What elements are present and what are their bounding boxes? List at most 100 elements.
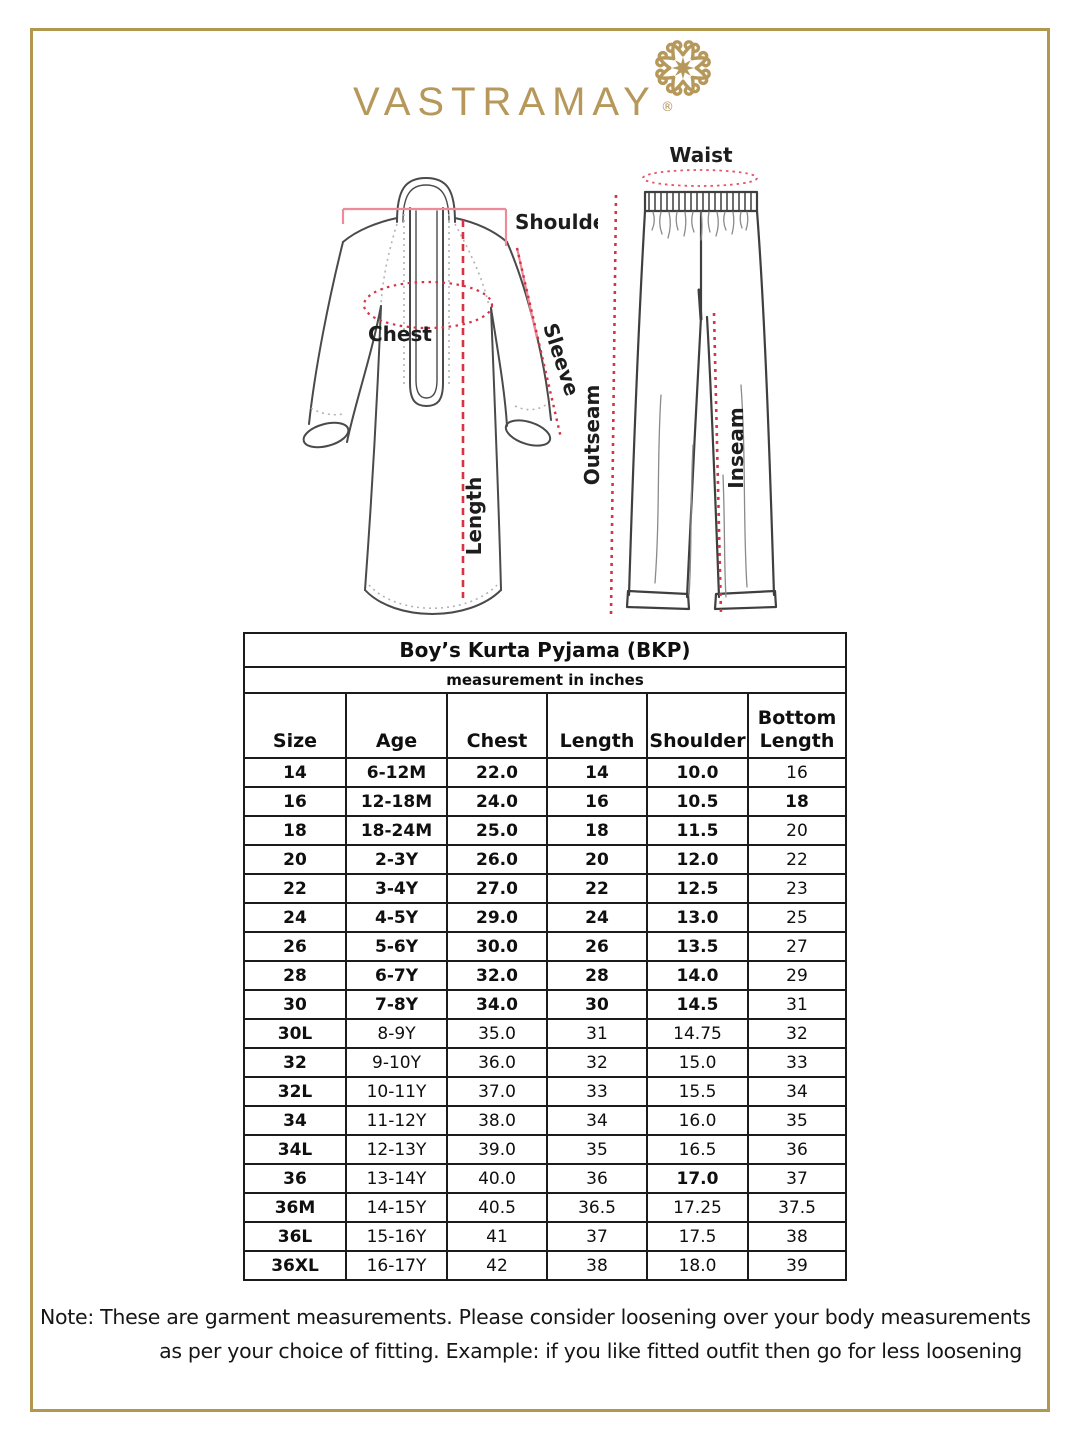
shoulder-cell: 17.25 xyxy=(646,1192,749,1223)
column-header-chest: Chest xyxy=(446,692,548,759)
size-cell: 16 xyxy=(243,786,347,817)
bottom-length-cell: 36 xyxy=(747,1134,847,1165)
chest-label: Chest xyxy=(368,322,432,346)
age-cell: 18-24M xyxy=(345,815,448,846)
length-cell: 16 xyxy=(546,786,648,817)
bottom-length-cell: 32 xyxy=(747,1018,847,1049)
inseam-measure-line xyxy=(712,312,723,616)
note-line-1: Note: These are garment measurements. Pl… xyxy=(40,1305,1031,1329)
table-row: 34L 12-13Y 39.0 35 16.5 36 xyxy=(243,1134,847,1165)
size-cell: 30L xyxy=(243,1018,347,1049)
size-cell: 36XL xyxy=(243,1250,347,1281)
age-cell: 12-13Y xyxy=(345,1134,448,1165)
size-cell: 34L xyxy=(243,1134,347,1165)
chest-cell: 27.0 xyxy=(446,873,548,904)
outseam-measure-line xyxy=(609,194,618,616)
size-cell: 22 xyxy=(243,873,347,904)
age-cell: 13-14Y xyxy=(345,1163,448,1194)
table-row: 24 4-5Y 29.0 24 13.0 25 xyxy=(243,902,847,933)
table-title-row: Boy’s Kurta Pyjama (BKP) xyxy=(243,632,847,668)
size-cell: 20 xyxy=(243,844,347,875)
table-row: 16 12-18M 24.0 16 10.5 18 xyxy=(243,786,847,817)
size-cell: 32 xyxy=(243,1047,347,1078)
age-cell: 5-6Y xyxy=(345,931,448,962)
table-row: 36L 15-16Y 41 37 17.5 38 xyxy=(243,1221,847,1252)
chest-cell: 40.0 xyxy=(446,1163,548,1194)
table-row: 20 2-3Y 26.0 20 12.0 22 xyxy=(243,844,847,875)
age-cell: 16-17Y xyxy=(345,1250,448,1281)
age-cell: 14-15Y xyxy=(345,1192,448,1223)
chest-cell: 40.5 xyxy=(446,1192,548,1223)
size-table: Boy’s Kurta Pyjama (BKP) measurement in … xyxy=(243,632,847,1281)
registered-trademark-icon: ® xyxy=(661,100,674,115)
note-line-2: as per your choice of fitting. Example: … xyxy=(159,1339,1022,1363)
bottom-length-cell: 31 xyxy=(747,989,847,1020)
bottom-length-cell: 16 xyxy=(747,757,847,788)
table-header-row: Size Age Chest Length Shoulder Bottom Le… xyxy=(243,692,847,759)
inseam-label: Inseam xyxy=(724,407,748,488)
shoulder-cell: 12.5 xyxy=(646,873,749,904)
table-row: 32L 10-11Y 37.0 33 15.5 34 xyxy=(243,1076,847,1107)
table-row: 14 6-12M 22.0 14 10.0 16 xyxy=(243,757,847,788)
bottom-length-cell: 37.5 xyxy=(747,1192,847,1223)
length-cell: 35 xyxy=(546,1134,648,1165)
size-cell: 24 xyxy=(243,902,347,933)
size-cell: 34 xyxy=(243,1105,347,1136)
pyjama-waistband-ticks xyxy=(648,193,752,210)
bottom-length-cell: 33 xyxy=(747,1047,847,1078)
shoulder-cell: 14.5 xyxy=(646,989,749,1020)
length-cell: 24 xyxy=(546,902,648,933)
table-row: 18 18-24M 25.0 18 11.5 20 xyxy=(243,815,847,846)
table-row: 34 11-12Y 38.0 34 16.0 35 xyxy=(243,1105,847,1136)
shoulder-cell: 14.0 xyxy=(646,960,749,991)
chest-cell: 38.0 xyxy=(446,1105,548,1136)
mandala-star xyxy=(671,56,695,80)
table-row: 32 9-10Y 36.0 32 15.0 33 xyxy=(243,1047,847,1078)
chest-cell: 24.0 xyxy=(446,786,548,817)
table-subtitle-row: measurement in inches xyxy=(243,666,847,694)
table-row: 36M 14-15Y 40.5 36.5 17.25 37.5 xyxy=(243,1192,847,1223)
length-cell: 18 xyxy=(546,815,648,846)
bottom-length-cell: 35 xyxy=(747,1105,847,1136)
chest-cell: 39.0 xyxy=(446,1134,548,1165)
chest-cell: 37.0 xyxy=(446,1076,548,1107)
length-cell: 33 xyxy=(546,1076,648,1107)
bottom-length-cell: 22 xyxy=(747,844,847,875)
chest-cell: 34.0 xyxy=(446,989,548,1020)
size-cell: 28 xyxy=(243,960,347,991)
bottom-length-cell: 25 xyxy=(747,902,847,933)
shoulder-cell: 10.5 xyxy=(646,786,749,817)
age-cell: 15-16Y xyxy=(345,1221,448,1252)
length-cell: 32 xyxy=(546,1047,648,1078)
column-header-length: Length xyxy=(546,692,648,759)
column-header-size: Size xyxy=(243,692,347,759)
length-cell: 38 xyxy=(546,1250,648,1281)
pyjama-outline xyxy=(625,190,778,611)
kurta-measure-shoulder xyxy=(341,207,539,339)
chest-cell: 42 xyxy=(446,1250,548,1281)
shoulder-label: Shoulder xyxy=(515,210,598,234)
bottom-length-cell: 29 xyxy=(747,960,847,991)
age-cell: 2-3Y xyxy=(345,844,448,875)
shoulder-cell: 14.75 xyxy=(646,1018,749,1049)
column-header-age: Age xyxy=(345,692,448,759)
kurta-outline xyxy=(302,177,552,615)
age-cell: 6-12M xyxy=(345,757,448,788)
shoulder-cell: 13.5 xyxy=(646,931,749,962)
column-header-shoulder: Shoulder xyxy=(646,692,749,759)
outseam-label: Outseam xyxy=(580,385,604,486)
shoulder-cell: 18.0 xyxy=(646,1250,749,1281)
length-cell: 28 xyxy=(546,960,648,991)
brand-wordmark: VASTRAMAY xyxy=(353,80,657,124)
table-row: 22 3-4Y 27.0 22 12.5 23 xyxy=(243,873,847,904)
table-row: 30 7-8Y 34.0 30 14.5 31 xyxy=(243,989,847,1020)
age-cell: 11-12Y xyxy=(345,1105,448,1136)
size-cell: 26 xyxy=(243,931,347,962)
size-cell: 30 xyxy=(243,989,347,1020)
length-cell: 20 xyxy=(546,844,648,875)
length-cell: 14 xyxy=(546,757,648,788)
size-cell: 36L xyxy=(243,1221,347,1252)
shoulder-cell: 10.0 xyxy=(646,757,749,788)
length-cell: 26 xyxy=(546,931,648,962)
